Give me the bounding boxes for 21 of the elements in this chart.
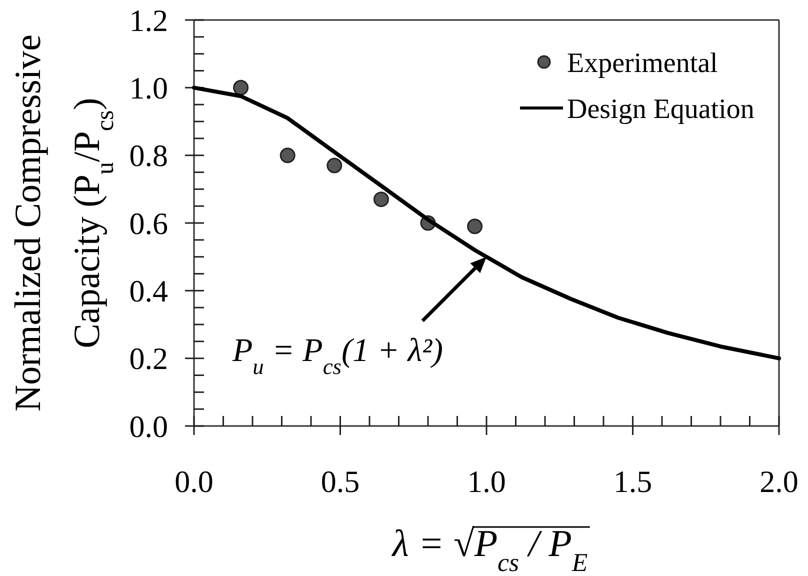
x-tick-label: 0.5 <box>320 464 360 499</box>
y-tick-label: 1.0 <box>129 70 168 106</box>
point <box>280 148 296 164</box>
point <box>373 192 389 208</box>
annotation: P$_{u}$ = P$_{cs}$(1 + λ²) <box>232 332 443 378</box>
y-tick-label: 0.2 <box>129 341 168 376</box>
y-tick-label: 1.2 <box>129 2 168 38</box>
y-tick-label: 0.8 <box>129 138 168 174</box>
x-tick-label: 1.0 <box>467 464 506 499</box>
x-tick-label: 0.0 <box>174 464 214 499</box>
x-axis-title: λ = √P$_{cs}$ / P$_{E}$ <box>391 523 588 576</box>
point <box>467 218 483 234</box>
x-tick-label: 2.0 <box>760 464 798 499</box>
y-tick-label: 0.6 <box>129 206 168 241</box>
point <box>326 158 342 174</box>
y-tick-label: 0.0 <box>129 408 168 444</box>
legend-label: Experimental <box>567 48 718 79</box>
legend-label: Design Equation <box>567 94 754 125</box>
point <box>233 80 249 96</box>
y-tick-label: 0.4 <box>129 274 168 309</box>
x-tick-label: 1.5 <box>613 464 652 499</box>
